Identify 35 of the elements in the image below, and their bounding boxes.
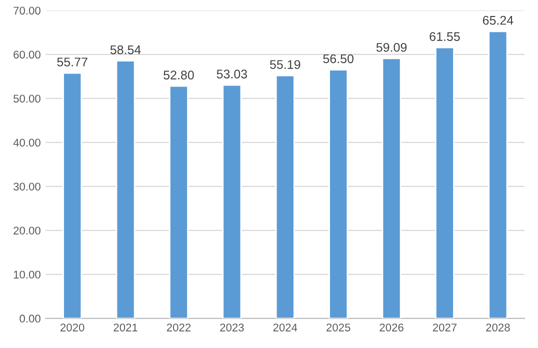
bar [168,85,188,318]
y-tick-label: 0.00 [20,314,40,323]
data-label: 55.19 [270,60,300,69]
bar [116,60,136,318]
data-label: 53.03 [216,70,248,78]
bar [275,74,295,318]
y-tick-label: 70.00 [14,6,40,15]
data-label: 52.80 [164,70,194,80]
x-tick-label: 2027 [432,324,457,332]
data-label: 65.24 [482,16,514,25]
x-tick-label: 2024 [273,324,298,332]
bar [222,84,242,318]
y-tick-label: 20.00 [14,226,40,235]
bar [382,58,402,318]
bar [488,30,508,318]
y-tick-label: 50.00 [14,94,40,103]
y-tick-label: 30.00 [13,182,40,191]
x-tick-label: 2023 [220,324,244,332]
x-tick-label: 2028 [486,324,510,332]
bar [435,46,454,318]
data-label: 61.55 [430,32,460,41]
y-tick-label: 40.00 [13,138,40,147]
x-tick-label: 2026 [380,324,404,332]
data-label: 59.09 [376,42,407,52]
data-label: 56.50 [323,54,354,64]
y-tick-label: 10.00 [14,270,40,279]
bar [62,72,82,318]
data-label: 55.77 [57,58,88,66]
bar [328,69,348,318]
x-tick-label: 2021 [114,324,138,332]
data-label: 58.54 [110,45,141,54]
x-tick-label: 2022 [166,324,191,332]
x-tick-label: 2025 [326,324,350,332]
y-tick-label: 60.00 [14,50,40,59]
x-tick-label: 2020 [60,324,84,332]
